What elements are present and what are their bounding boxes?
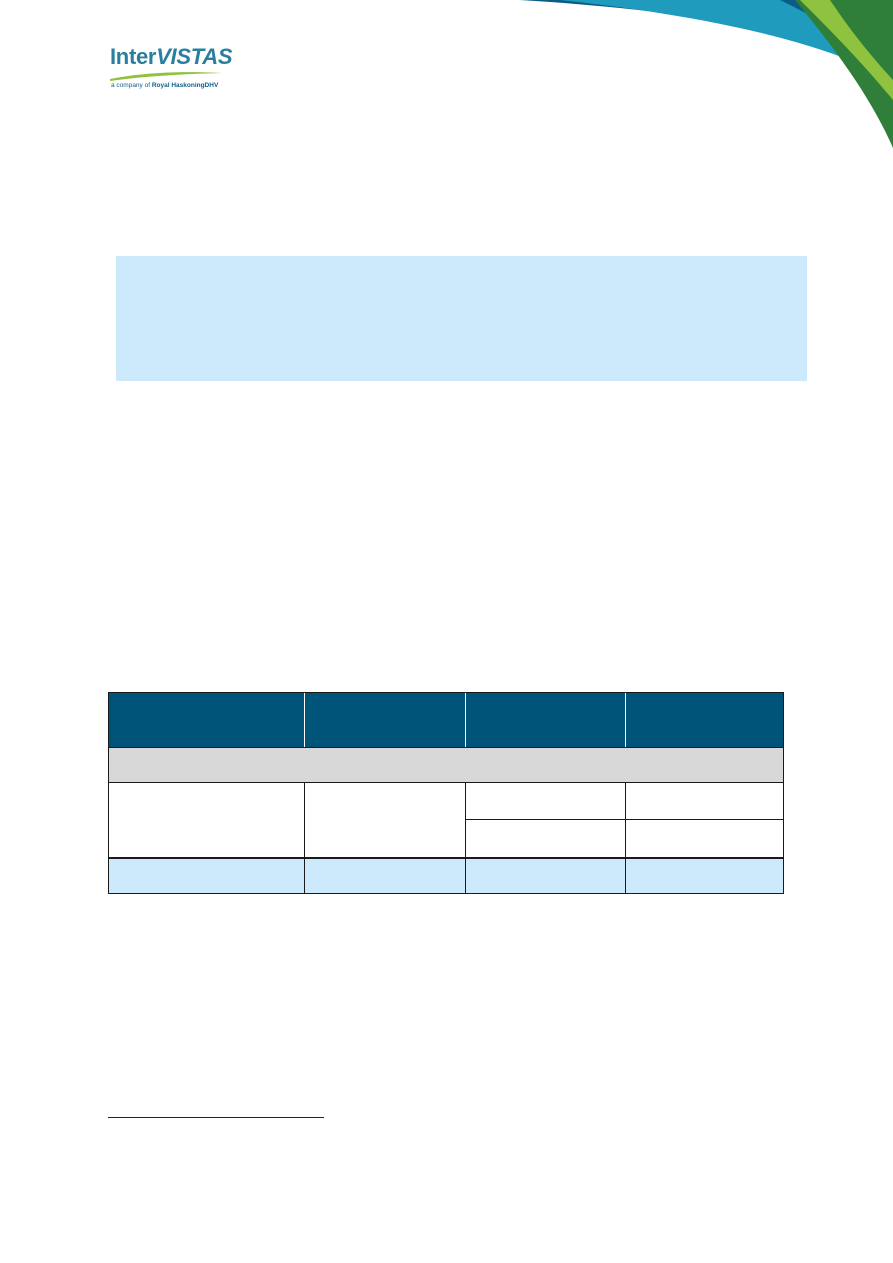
- logo-wordmark-vistas: VISTAS: [156, 44, 233, 69]
- table-row: [109, 783, 783, 857]
- logo-tagline-company: Royal HaskoningDHV: [151, 82, 219, 89]
- data-table: [108, 692, 784, 894]
- table-cell: [626, 859, 783, 893]
- table-header-row: [109, 693, 783, 747]
- logo-wordmark-inter: Inter: [110, 44, 157, 69]
- table-cell: [466, 859, 626, 893]
- table-cell: [109, 859, 305, 893]
- header-swoosh-graphic: [520, 0, 893, 148]
- table-total-row: [109, 857, 783, 893]
- table-group-row: [109, 747, 783, 783]
- logo-tagline: a company of Royal HaskoningDHV: [111, 82, 218, 89]
- intervistas-logo: InterVISTAS a company of Royal Haskoning…: [110, 44, 250, 94]
- table-cell: [305, 859, 466, 893]
- table-cell: [466, 783, 626, 857]
- table-header-cell: [109, 693, 305, 747]
- logo-swoosh-icon: [110, 72, 222, 81]
- logo-wordmark: InterVISTAS: [110, 44, 233, 70]
- table-cell: [305, 783, 466, 857]
- table-header-cell: [626, 693, 783, 747]
- table-cell: [626, 783, 783, 857]
- table-cell: [109, 783, 305, 857]
- table-header-cell: [305, 693, 466, 747]
- logo-tagline-prefix: a company of: [111, 82, 152, 89]
- table-header-cell: [466, 693, 626, 747]
- footnote-separator: [108, 1117, 324, 1118]
- highlight-box: [116, 256, 807, 381]
